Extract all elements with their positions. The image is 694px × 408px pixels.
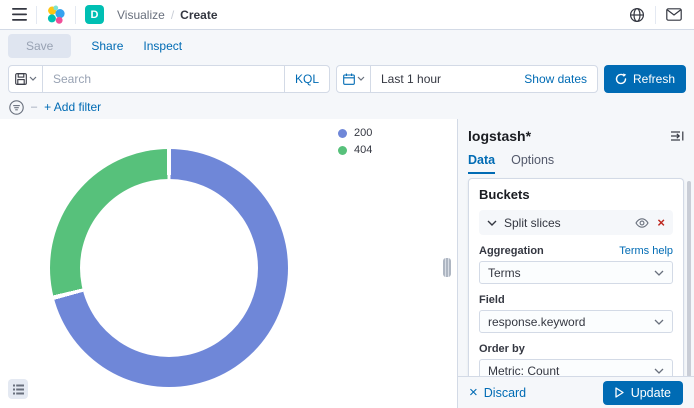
panel-tabs: Data Options [468,153,684,174]
date-picker: Last 1 hour Show dates [336,64,598,93]
calendar-icon [342,73,355,85]
chevron-down-icon [654,319,664,325]
newsfeed-mail-icon[interactable] [666,8,682,21]
refresh-button[interactable]: Refresh [604,64,686,93]
tab-options[interactable]: Options [511,153,555,167]
saved-query-menu-button[interactable] [9,65,43,92]
chevron-down-icon [29,76,36,81]
main-content: 200 404 logstash* [0,119,694,408]
header-divider [75,5,76,24]
update-button[interactable]: Update [602,380,683,405]
save-button[interactable]: Save [8,34,72,58]
eye-toggle-icon[interactable] [635,217,650,228]
panel-resize-handle[interactable] [443,258,451,277]
field-label-row: Field [479,294,673,306]
search-input[interactable] [43,71,284,86]
terms-help-link[interactable]: Terms help [619,245,673,257]
order-by-select-value: Metric: Count [488,363,560,377]
split-slices-actions: × [635,216,665,229]
space-avatar-badge[interactable]: D [85,5,104,24]
header-divider [655,5,656,24]
data-editor-panel: logstash* Data Options Buckets [457,119,694,408]
field-select[interactable]: response.keyword [479,310,673,333]
chevron-down-icon [654,270,664,276]
filter-bar-dash: – [31,101,38,113]
update-button-label: Update [630,385,671,400]
aggregation-label: Aggregation [479,245,544,257]
share-button[interactable]: Share [91,39,124,53]
panel-header: logstash* [468,128,684,144]
breadcrumb-create: Create [180,7,218,22]
play-icon [615,387,624,398]
show-dates-link[interactable]: Show dates [524,71,587,86]
discard-button-label: Discard [483,385,527,400]
refresh-icon [615,72,627,84]
elastic-logo-icon[interactable] [46,5,66,25]
time-range-value[interactable]: Last 1 hour [381,71,442,86]
order-by-select[interactable]: Metric: Count [479,359,673,376]
index-pattern-title: logstash* [468,128,532,144]
panel-footer: × Discard Update [458,376,694,408]
search-box: KQL [8,64,330,93]
header-divider [36,5,37,24]
visualization-area: 200 404 [0,119,457,408]
breadcrumb-separator: / [170,7,175,22]
chevron-down-icon [357,76,364,81]
filter-bar: – + Add filter [0,95,694,119]
filter-circle-icon[interactable] [9,99,24,115]
collapse-panel-icon[interactable] [670,130,684,142]
close-icon: × [469,384,478,401]
menu-hamburger-icon[interactable] [12,8,27,21]
order-by-label-row: Order by [479,343,673,355]
legend-label-200: 200 [354,127,373,139]
field-select-value: response.keyword [488,314,586,329]
split-slices-accordion[interactable]: Split slices × [479,210,673,235]
query-bar: KQL Last 1 hour Show dates Refresh [0,62,694,95]
help-globe-icon[interactable] [629,7,645,23]
legend-dot-200 [338,128,347,138]
legend-label-404: 404 [354,144,373,156]
tab-data[interactable]: Data [468,153,496,174]
chevron-down-icon [487,220,497,226]
header-right-icons [629,5,682,24]
inspect-button[interactable]: Inspect [143,39,183,53]
floppy-save-icon [14,72,27,85]
buckets-title: Buckets [479,187,530,202]
aggregation-label-row: Aggregation Terms help [479,245,673,257]
chart-legend: 200 404 [338,127,372,156]
chevron-down-icon [654,368,664,374]
aggregation-select-value: Terms [488,265,521,280]
order-by-label: Order by [479,343,525,355]
legend-item-404[interactable]: 404 [338,144,372,156]
legend-item-200[interactable]: 200 [338,127,372,139]
legend-toggle-button[interactable] [8,379,28,399]
aggregation-select[interactable]: Terms [479,261,673,284]
remove-bucket-icon[interactable]: × [657,215,665,230]
breadcrumb-visualize[interactable]: Visualize [117,7,165,22]
split-slices-label: Split slices [504,215,561,230]
list-icon [12,384,24,394]
buckets-card: Buckets Split slices × Aggregation [468,178,684,376]
breadcrumb: Visualize / Create [117,8,218,22]
refresh-button-label: Refresh [632,71,676,86]
panel-scrollbar[interactable] [687,181,691,377]
query-language-button[interactable]: KQL [283,65,329,92]
donut-chart[interactable] [50,149,288,387]
date-quick-select-button[interactable] [337,65,371,92]
add-filter-link[interactable]: + Add filter [44,100,102,114]
top-nav-bar: D Visualize / Create [0,0,694,30]
field-label: Field [479,294,505,306]
discard-button[interactable]: × Discard [469,385,526,400]
editor-toolbar: Save Share Inspect [0,30,694,62]
legend-dot-404 [338,145,347,155]
